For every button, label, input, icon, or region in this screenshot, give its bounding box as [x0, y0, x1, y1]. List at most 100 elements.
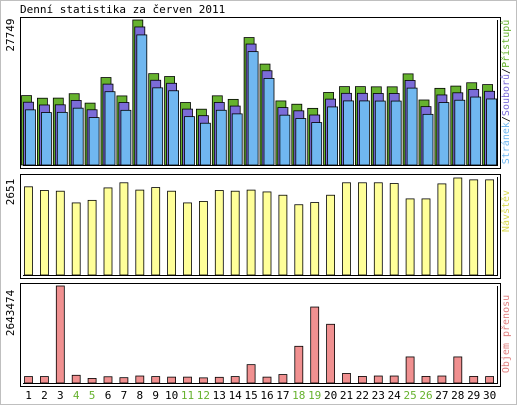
- bar-objem-28: [453, 356, 463, 384]
- x-tick-label-30: 30: [483, 389, 496, 402]
- bar-strnek-2: [41, 112, 52, 166]
- x-tick-label-20: 20: [324, 389, 337, 402]
- bar-navstevy-12: [198, 201, 208, 276]
- bar-objem-13: [214, 376, 224, 384]
- x-tick-label-11: 11: [181, 389, 194, 402]
- bar-strnek-27: [438, 102, 450, 166]
- x-tick-label-26: 26: [419, 389, 432, 402]
- bar-navstevy-22: [357, 182, 367, 276]
- bar-strnek-17: [279, 114, 291, 166]
- panel-frame: [20, 283, 501, 387]
- bar-strnek-28: [454, 99, 466, 166]
- bar-objem-5: [87, 378, 97, 384]
- x-tick-label-7: 7: [121, 389, 128, 402]
- legend-stranek: Stránek: [500, 122, 512, 164]
- bar-objem-17: [278, 374, 288, 384]
- chart-title: Denní statistika za červen 2011: [20, 3, 225, 16]
- bar-navstevy-28: [453, 177, 463, 276]
- bar-navstevy-9: [151, 187, 161, 276]
- x-tick-label-16: 16: [260, 389, 273, 402]
- chart-panel-2: 2643474 Objem přenosu: [4, 283, 512, 387]
- x-tick-label-4: 4: [73, 389, 80, 402]
- bar-strnek-9: [152, 87, 164, 166]
- legend-souboru: Souborů: [500, 74, 512, 116]
- bar-navstevy-4: [71, 202, 81, 276]
- x-tick-label-29: 29: [467, 389, 480, 402]
- bar-strnek-12: [199, 122, 211, 166]
- bar-navstevy-23: [373, 182, 383, 276]
- bar-strnek-26: [422, 113, 434, 166]
- bar-strnek-7: [120, 109, 132, 166]
- bar-objem-29: [469, 375, 479, 384]
- bar-strnek-16: [263, 78, 275, 166]
- bar-objem-3: [55, 285, 65, 384]
- bar-navstevy-30: [485, 179, 495, 276]
- x-tick-label-6: 6: [105, 389, 112, 402]
- bar-navstevy-2: [40, 190, 49, 276]
- bar-strnek-15: [247, 51, 259, 166]
- bar-objem-10: [167, 376, 177, 384]
- bar-navstevy-18: [294, 204, 304, 276]
- bar-strnek-3: [56, 111, 68, 166]
- x-tick-label-25: 25: [403, 389, 416, 402]
- x-tick-label-13: 13: [213, 389, 226, 402]
- bar-strnek-21: [343, 100, 354, 166]
- bar-navstevy-13: [214, 190, 224, 276]
- bar-objem-12: [198, 377, 208, 384]
- bar-navstevy-20: [326, 194, 336, 276]
- x-tick-label-3: 3: [57, 389, 64, 402]
- bar-objem-9: [151, 376, 161, 384]
- x-tick-label-23: 23: [372, 389, 385, 402]
- bar-navstevy-3: [55, 190, 65, 276]
- bar-objem-26: [421, 375, 431, 384]
- bar-navstevy-15: [246, 189, 256, 276]
- bar-navstevy-7: [119, 182, 129, 276]
- bar-strnek-6: [104, 91, 116, 166]
- x-tick-label-10: 10: [165, 389, 178, 402]
- bar-navstevy-27: [437, 183, 447, 276]
- chart-panel-1: 2651 Návštěv: [4, 174, 512, 279]
- y-max-label: 2643474: [4, 289, 17, 336]
- bar-objem-25: [405, 356, 415, 384]
- bar-objem-23: [373, 375, 383, 384]
- bar-navstevy-1: [24, 186, 33, 276]
- bar-navstevy-29: [469, 179, 479, 276]
- bar-navstevy-10: [167, 190, 177, 276]
- bar-strnek-25: [406, 87, 418, 166]
- bar-navstevy-21: [342, 182, 351, 276]
- x-tick-label-1: 1: [25, 389, 32, 402]
- x-tick-label-27: 27: [435, 389, 448, 402]
- bar-objem-21: [342, 373, 351, 384]
- bar-strnek-10: [168, 90, 180, 166]
- bar-strnek-11: [184, 116, 195, 166]
- x-tick-label-21: 21: [340, 389, 353, 402]
- x-tick-label-15: 15: [244, 389, 257, 402]
- x-tick-label-5: 5: [89, 389, 96, 402]
- bar-strnek-8: [136, 34, 148, 166]
- bar-objem-19: [310, 306, 320, 384]
- bar-objem-6: [103, 376, 113, 384]
- bar-objem-22: [357, 375, 367, 384]
- bar-objem-14: [230, 376, 240, 384]
- bar-objem-27: [437, 375, 447, 384]
- bar-navstevy-6: [103, 187, 113, 276]
- bar-objem-1: [24, 376, 33, 384]
- bar-objem-16: [262, 376, 272, 384]
- bar-objem-8: [135, 375, 145, 384]
- bar-strnek-5: [88, 117, 100, 166]
- bar-strnek-22: [358, 100, 370, 166]
- bar-navstevy-16: [262, 191, 272, 276]
- bar-objem-18: [294, 345, 304, 384]
- y-max-label: 2651: [4, 179, 17, 206]
- bar-navstevy-8: [135, 189, 145, 276]
- bar-objem-20: [326, 323, 336, 384]
- bar-navstevy-24: [389, 183, 399, 276]
- bar-navstevy-5: [87, 199, 97, 276]
- bar-strnek-13: [215, 109, 227, 166]
- bar-objem-11: [183, 376, 192, 384]
- bar-objem-24: [389, 375, 399, 384]
- x-tick-label-12: 12: [197, 389, 210, 402]
